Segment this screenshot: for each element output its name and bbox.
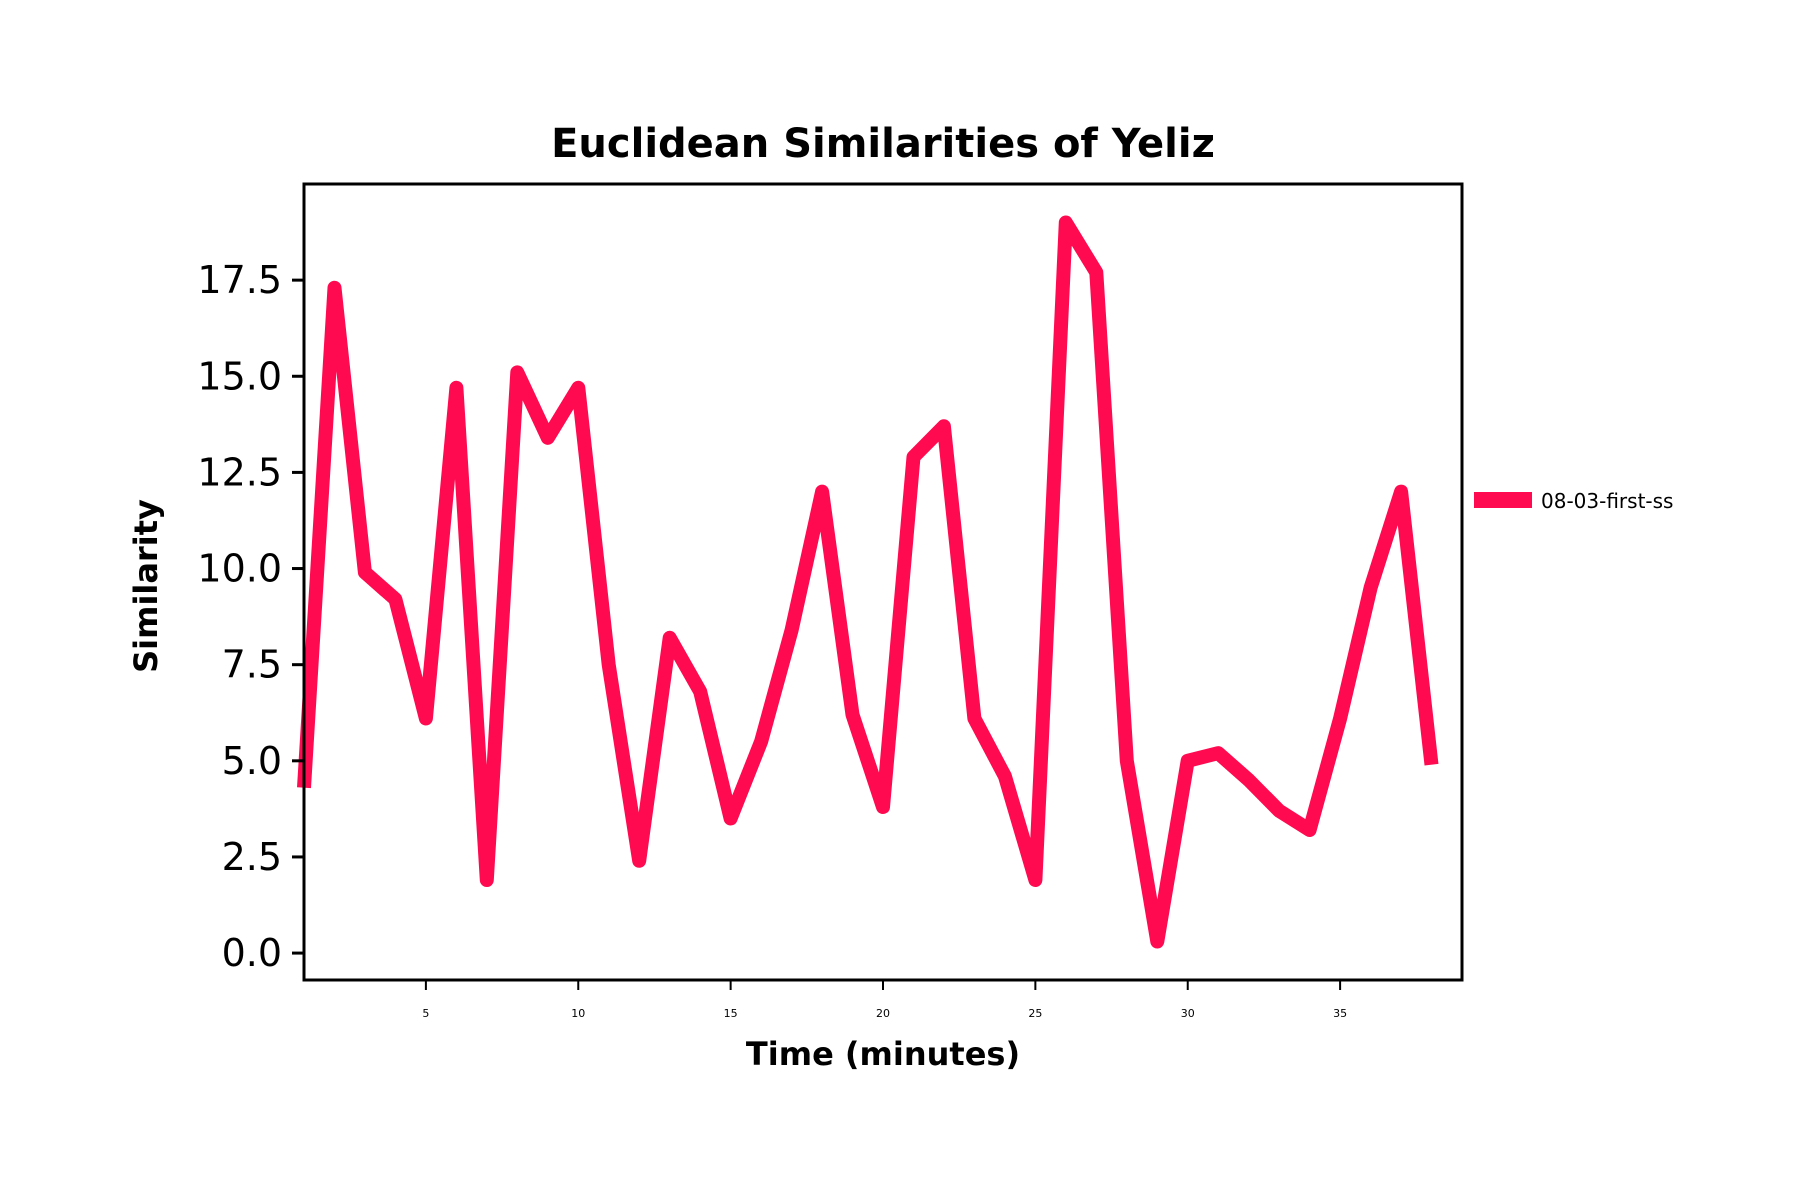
legend: 08-03-first-ss (1474, 489, 1673, 513)
y-tick-label: 10.0 (197, 547, 282, 591)
chart-title: Euclidean Similarities of Yeliz (551, 121, 1215, 167)
x-tick-label: 30 (1181, 1007, 1195, 1020)
x-axis-label: Time (minutes) (746, 1035, 1020, 1073)
y-axis-label: Similarity (127, 499, 165, 673)
legend-label: 08-03-first-ss (1541, 489, 1673, 513)
x-axis: 5 10 15 20 25 30 35 (422, 980, 1347, 1020)
y-tick-label: 2.5 (222, 835, 282, 879)
plot-area (297, 182, 1464, 982)
y-tick-label: 15.0 (197, 354, 282, 398)
x-tick-label: 25 (1028, 1007, 1042, 1020)
y-tick-label: 17.5 (197, 258, 282, 302)
y-axis: 0.0 2.5 5.0 7.5 10.0 12.5 15.0 17.5 (197, 258, 304, 975)
x-tick-label: 20 (876, 1007, 890, 1020)
x-tick-label: 35 (1333, 1007, 1347, 1020)
x-tick-label: 5 (422, 1007, 429, 1020)
series-line-08-03-first-ss (297, 215, 1439, 949)
y-tick-label: 12.5 (197, 450, 282, 494)
y-tick-label: 5.0 (222, 739, 282, 783)
plot-frame (302, 182, 1464, 982)
x-tick-label: 15 (724, 1007, 738, 1020)
y-tick-label: 7.5 (222, 643, 282, 687)
y-tick-label: 0.0 (222, 931, 282, 975)
x-tick-label: 10 (571, 1007, 585, 1020)
